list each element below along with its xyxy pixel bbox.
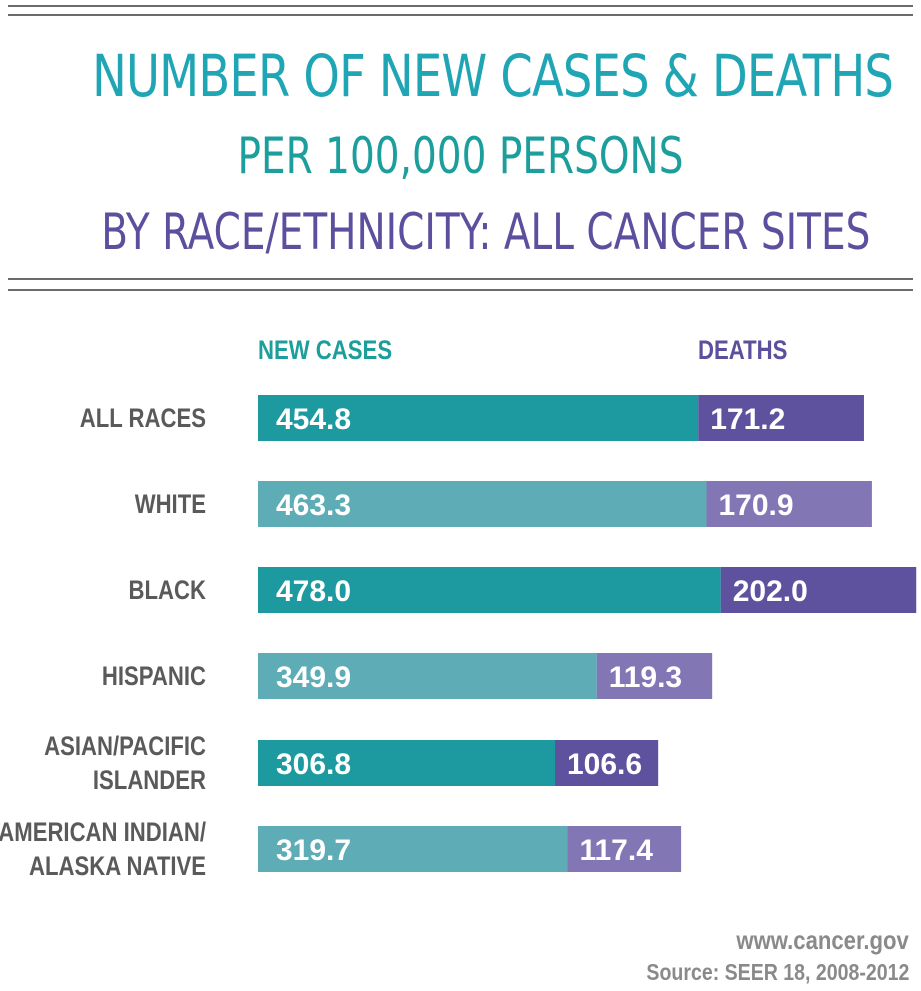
footer-source: Source: SEER 18, 2008-2012 <box>646 959 909 985</box>
data-label-deaths: 106.6 <box>567 748 642 781</box>
legend-new-cases: NEW CASES <box>258 335 393 365</box>
data-label-new-cases: 319.7 <box>276 834 351 867</box>
legend-deaths: DEATHS <box>698 335 788 365</box>
data-label-deaths: 171.2 <box>710 403 785 436</box>
category-label: ISLANDER <box>93 766 206 796</box>
data-label-new-cases: 349.9 <box>276 661 351 694</box>
bar-deaths <box>567 826 682 872</box>
bar-new-cases <box>258 567 721 613</box>
category-label: ALL RACES <box>80 404 206 434</box>
data-label-new-cases: 478.0 <box>276 575 351 608</box>
chart-subtitle: PER 100,000 PERSONS <box>237 127 684 185</box>
category-label: BLACK <box>129 576 207 606</box>
data-label-deaths: 119.3 <box>609 661 682 694</box>
bar-new-cases <box>258 481 707 527</box>
category-label: HISPANIC <box>102 662 206 692</box>
data-label-deaths: 170.9 <box>718 489 793 522</box>
bar-new-cases <box>258 653 597 699</box>
bar-deaths <box>706 481 872 527</box>
bar-new-cases <box>258 740 555 786</box>
divider-rule-1 <box>8 278 913 280</box>
bar-new-cases <box>258 395 699 441</box>
chart-subtitle-2: BY RACE/ETHNICITY: ALL CANCER SITES <box>101 203 871 261</box>
data-label-new-cases: 454.8 <box>276 403 351 436</box>
footer-url: www.cancer.gov <box>736 925 909 955</box>
top-rule-1 <box>8 5 913 7</box>
bar-deaths <box>698 395 864 441</box>
bar-deaths <box>720 567 917 613</box>
data-label-new-cases: 306.8 <box>276 748 351 781</box>
chart-title: NUMBER OF NEW CASES & DEATHS <box>92 42 894 110</box>
category-label: ALASKA NATIVE <box>29 852 206 882</box>
bar-deaths <box>596 653 713 699</box>
bar-new-cases <box>258 826 568 872</box>
category-label: WHITE <box>135 490 206 520</box>
category-label: ASIAN/PACIFIC <box>44 732 206 762</box>
divider-rule-2 <box>8 289 913 291</box>
data-label-deaths: 202.0 <box>733 575 808 608</box>
top-rule-2 <box>8 14 913 16</box>
category-label: AMERICAN INDIAN/ <box>0 818 206 848</box>
bar-deaths <box>554 740 659 786</box>
data-label-new-cases: 463.3 <box>276 489 351 522</box>
data-label-deaths: 117.4 <box>579 834 653 867</box>
